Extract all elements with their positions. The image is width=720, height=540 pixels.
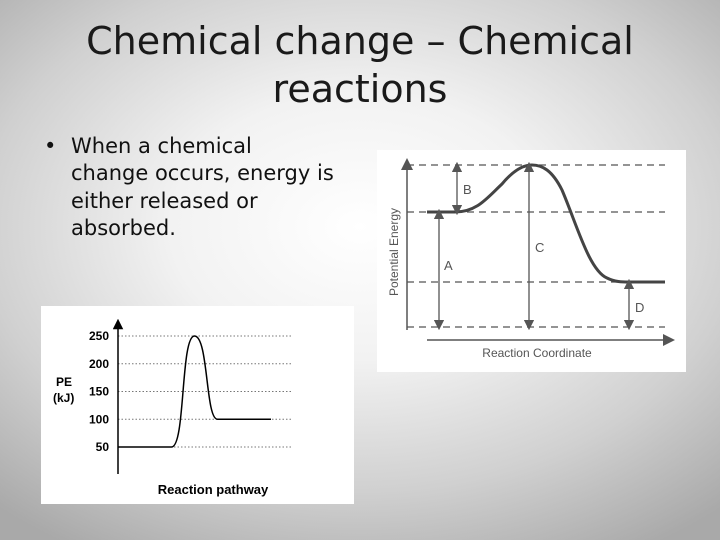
bullet-line-2: change occurs, energy is	[71, 161, 334, 186]
pe-tick-label: 50	[96, 440, 110, 454]
pe-chart-svg: 250 200 150 100 50 PE (kJ) Reaction pathway	[53, 318, 291, 497]
label-a: A	[444, 258, 453, 273]
label-c: C	[535, 240, 544, 255]
label-d: D	[635, 300, 644, 315]
pe-tick-label: 250	[89, 329, 109, 343]
slide-title: Chemical change – Chemical reactions	[60, 18, 660, 113]
bullet-line-3: either released or	[71, 188, 258, 213]
pe-tick-label: 200	[89, 357, 109, 371]
potential-energy-diagram: B A C D Potential Energy Reaction Coordi…	[377, 150, 686, 372]
title-line-2: reactions	[272, 66, 448, 111]
bullet-line-4: absorbed.	[71, 215, 176, 240]
pe-y-label-1: PE	[56, 375, 72, 389]
pe-tick-label: 100	[89, 412, 109, 426]
pe-y-label-2: (kJ)	[53, 391, 74, 405]
potential-energy-svg: B A C D Potential Energy Reaction Coordi…	[387, 158, 675, 360]
pe-tick-label: 150	[89, 385, 109, 399]
bullet-line-1: When a chemical	[71, 134, 252, 158]
pe-reaction-pathway-chart: 250 200 150 100 50 PE (kJ) Reaction pathway	[41, 306, 354, 504]
pe-curve	[118, 335, 271, 448]
energy-curve	[427, 163, 665, 284]
pe-x-label: Reaction pathway	[158, 482, 269, 497]
y-axis-label: Potential Energy	[387, 208, 401, 296]
x-axis-label: Reaction Coordinate	[482, 346, 592, 360]
title-line-1: Chemical change – Chemical	[86, 19, 634, 63]
bullet-point: • When a chemical change occurs, energy …	[44, 133, 364, 242]
label-b: B	[463, 182, 472, 197]
bullet-marker: •	[44, 134, 57, 158]
